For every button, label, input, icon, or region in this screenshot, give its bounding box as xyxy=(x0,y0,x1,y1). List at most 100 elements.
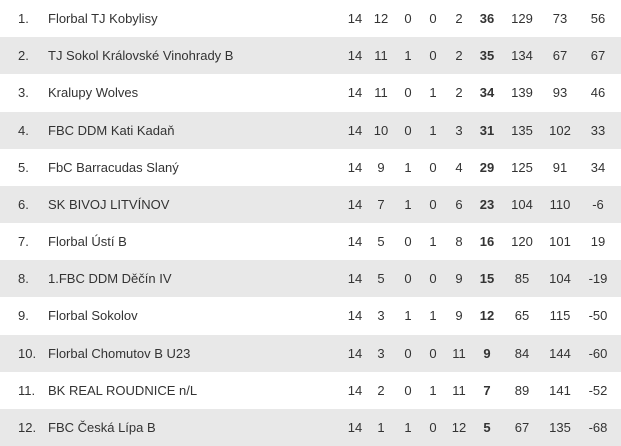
wins: 3 xyxy=(377,308,385,324)
goal-diff: -60 xyxy=(588,345,608,361)
points: 16 xyxy=(479,234,495,249)
ot-wins: 1 xyxy=(404,196,412,212)
wins: 11 xyxy=(374,85,388,101)
losses: 4 xyxy=(455,159,463,175)
table-row: 2. TJ Sokol Královské Vinohrady B 14 11 1 0 2 3… xyxy=(0,37,621,75)
goals-for: 135 xyxy=(511,122,533,138)
table-row: 4. FBC DDM Kati Kadaň 14 10 0 1 3 31 135 102 33 xyxy=(0,111,621,149)
goals-for: 139 xyxy=(511,85,533,101)
team: Florbal Ústí B xyxy=(48,234,127,249)
table-row: 12. FBC Česká Lípa B 14 1 1 0 12 5 67 135 -68 xyxy=(0,408,621,446)
goals-against: 144 xyxy=(549,345,571,361)
goals-for: 67 xyxy=(514,419,530,435)
goals-against: 67 xyxy=(552,48,568,64)
played: 14 xyxy=(347,234,363,249)
ot-losses: 1 xyxy=(429,85,437,101)
goal-diff: 19 xyxy=(590,234,606,249)
losses: 2 xyxy=(455,48,463,64)
wins: 1 xyxy=(377,419,385,435)
goals-against: 135 xyxy=(549,419,571,435)
team: 1.FBC DDM Děčín IV xyxy=(48,271,172,287)
points: 34 xyxy=(479,85,495,101)
points: 12 xyxy=(479,308,495,324)
wins: 10 xyxy=(373,122,389,138)
losses: 2 xyxy=(455,11,463,26)
ot-losses: 0 xyxy=(429,11,437,26)
losses: 8 xyxy=(455,234,463,249)
ot-wins: 0 xyxy=(404,382,412,398)
rank: 11. xyxy=(18,382,36,398)
team: FBC DDM Kati Kadaň xyxy=(48,122,175,138)
goals-for: 129 xyxy=(511,11,533,26)
table-row: 8. 1.FBC DDM Děčín IV 14 5 0 0 9 15 85 104 -19 xyxy=(0,260,621,298)
ot-losses: 0 xyxy=(429,419,437,435)
ot-losses: 1 xyxy=(429,382,437,398)
goal-diff: -19 xyxy=(588,271,608,287)
points: 9 xyxy=(483,345,491,361)
points: 36 xyxy=(479,11,495,26)
goals-for: 125 xyxy=(511,159,533,175)
ot-wins: 1 xyxy=(404,308,412,324)
rank: 12. xyxy=(18,419,37,435)
goals-against: 110 xyxy=(549,196,571,212)
ot-wins: 1 xyxy=(404,419,412,435)
goal-diff: 33 xyxy=(590,122,606,138)
goal-diff: -6 xyxy=(592,196,604,212)
losses: 11 xyxy=(452,382,466,398)
points: 15 xyxy=(479,271,495,287)
team: Florbal Chomutov B U23 xyxy=(48,345,191,361)
points: 29 xyxy=(479,159,495,175)
goal-diff: 46 xyxy=(590,85,606,101)
points: 23 xyxy=(479,196,495,212)
goals-for: 84 xyxy=(514,345,530,361)
wins: 3 xyxy=(377,345,385,361)
ot-wins: 0 xyxy=(404,271,412,287)
ot-wins: 0 xyxy=(404,234,412,249)
table-row: 3. Kralupy Wolves 14 11 0 1 2 34 139 93 46 xyxy=(0,74,621,111)
goal-diff: 56 xyxy=(590,11,606,26)
points: 5 xyxy=(483,419,491,435)
table-row: 7. Florbal Ústí B 14 5 0 1 8 16 120 101 19 xyxy=(0,223,621,260)
team: FbC Barracudas Slaný xyxy=(48,159,179,175)
points: 7 xyxy=(483,382,491,398)
losses: 2 xyxy=(455,85,463,101)
points: 35 xyxy=(479,48,495,64)
ot-losses: 1 xyxy=(429,234,437,249)
played: 14 xyxy=(347,345,363,361)
goal-diff: 67 xyxy=(590,48,606,64)
table-row: 5. FbC Barracudas Slaný 14 9 1 0 4 29 125 91 34 xyxy=(0,149,621,186)
goal-diff: -52 xyxy=(588,382,608,398)
rank: 6. xyxy=(18,196,29,212)
rank: 8. xyxy=(18,271,29,287)
goals-against: 93 xyxy=(552,85,568,101)
played: 14 xyxy=(347,11,363,26)
rank: 9. xyxy=(18,308,29,324)
wins: 2 xyxy=(377,382,385,398)
team: Florbal TJ Kobylisy xyxy=(48,11,158,26)
ot-wins: 1 xyxy=(404,48,412,64)
rank: 4. xyxy=(18,122,29,138)
played: 14 xyxy=(347,48,363,64)
played: 14 xyxy=(347,159,363,175)
goals-against: 115 xyxy=(549,308,571,324)
rank: 3. xyxy=(18,85,29,101)
goals-against: 102 xyxy=(549,122,571,138)
goal-diff: -50 xyxy=(588,308,608,324)
ot-wins: 0 xyxy=(404,85,412,101)
goals-against: 91 xyxy=(552,159,568,175)
ot-losses: 0 xyxy=(429,196,437,212)
rank: 5. xyxy=(18,159,29,175)
wins: 5 xyxy=(377,271,385,287)
ot-losses: 0 xyxy=(429,271,437,287)
team: TJ Sokol Královské Vinohrady B xyxy=(48,48,234,64)
team: BK REAL ROUDNICE n/L xyxy=(48,382,198,398)
goal-diff: 34 xyxy=(590,159,606,175)
played: 14 xyxy=(347,271,363,287)
ot-wins: 0 xyxy=(404,122,412,138)
table-row: 10. Florbal Chomutov B U23 14 3 0 0 11 9 84 144 -6… xyxy=(0,334,621,372)
goals-for: 65 xyxy=(514,308,530,324)
wins: 11 xyxy=(374,48,388,64)
goals-against: 141 xyxy=(549,382,571,398)
team: Florbal Sokolov xyxy=(48,308,138,324)
